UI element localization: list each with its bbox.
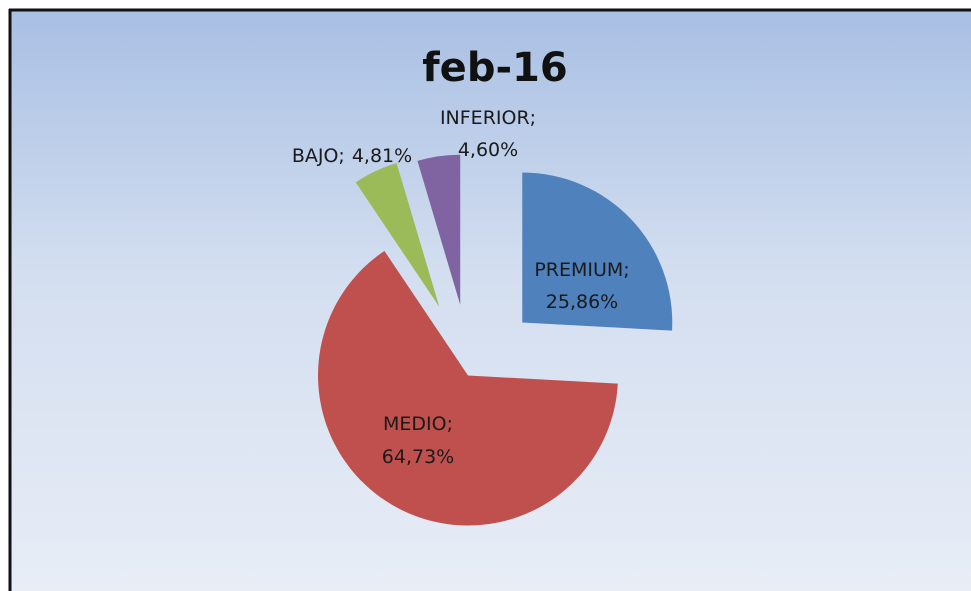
- pie-slice: [417, 154, 461, 305]
- chart-title: feb-16: [422, 45, 567, 91]
- label-value: 4,81%: [352, 145, 412, 167]
- label-value: 64,73%: [382, 446, 454, 468]
- label-separator: ;: [623, 259, 629, 281]
- label-separator: ;: [530, 107, 536, 129]
- label-separator: ;: [447, 413, 453, 435]
- pie-slice: [355, 163, 440, 307]
- data-labels: PREMIUM; 25,86%MEDIO; 64,73%BAJO; 4,81%INFE…: [292, 107, 630, 468]
- label-category: INFERIOR: [440, 107, 530, 129]
- label-category: MEDIO: [383, 413, 447, 435]
- data-label: PREMIUM; 25,86%: [534, 259, 629, 313]
- label-category: BAJO: [292, 145, 339, 167]
- pie: [318, 154, 673, 526]
- data-label: BAJO; 4,81%: [292, 145, 412, 167]
- data-label: INFERIOR; 4,60%: [440, 107, 536, 161]
- label-category: PREMIUM: [534, 259, 623, 281]
- pie-slice: [318, 250, 618, 526]
- label-value: 4,60%: [458, 139, 518, 161]
- label-separator: ;: [338, 145, 344, 167]
- label-value: 25,86%: [546, 291, 618, 313]
- pie-slice: [522, 172, 673, 331]
- data-label: MEDIO; 64,73%: [382, 413, 454, 468]
